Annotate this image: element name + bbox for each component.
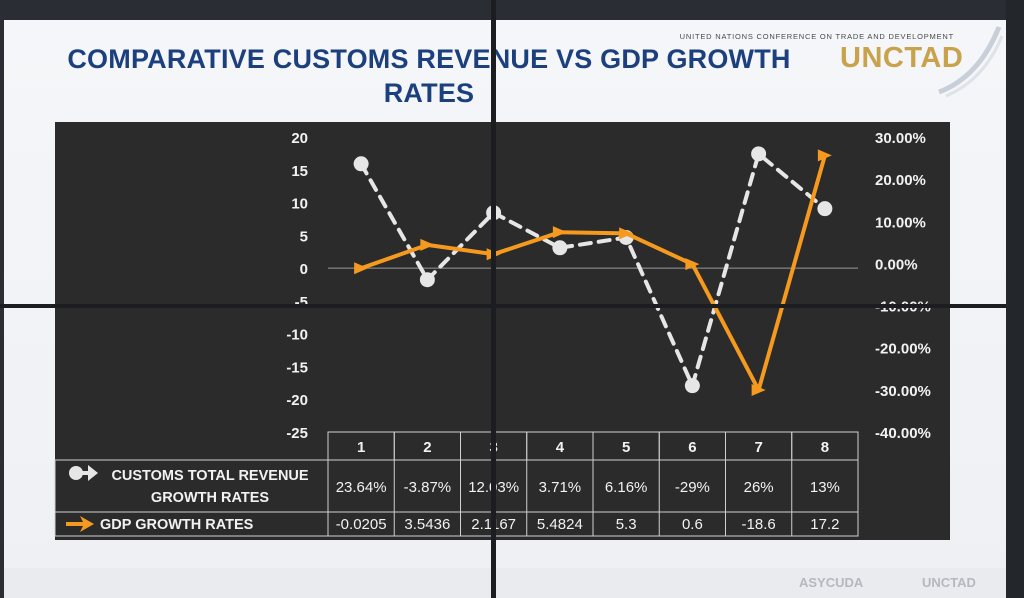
customs-value: -29%: [675, 479, 710, 496]
customs-legend-marker: [69, 466, 83, 480]
customs-series-name-line2: GROWTH RATES: [151, 490, 269, 506]
customs-point: [419, 272, 435, 288]
left-tick-label: 15: [291, 163, 308, 180]
customs-point: [751, 146, 767, 162]
category-label: 4: [556, 439, 565, 456]
customs-value: 23.64%: [336, 479, 387, 496]
customs-series-line: [359, 151, 827, 388]
category-label: 8: [821, 439, 829, 456]
plot-background: [55, 122, 950, 540]
category-label: 5: [622, 439, 630, 456]
gdp-legend-arrow: [80, 516, 94, 532]
customs-value: -3.87%: [404, 479, 452, 496]
right-tick-label: 0.00%: [875, 256, 918, 273]
gdp-point: [685, 258, 700, 271]
series-layer: [353, 146, 833, 397]
right-tick-label: 20.00%: [875, 172, 926, 189]
unctad-logo: UNCTAD: [840, 42, 964, 74]
gdp-value: 5.3: [616, 516, 637, 533]
gdp-value: 17.2: [810, 516, 839, 533]
left-tick-label: -25: [286, 425, 308, 442]
gdp-value: 5.4824: [537, 516, 583, 533]
gdp-value: -18.6: [742, 516, 776, 533]
screen-seam-horizontal: [0, 304, 1024, 308]
screen-right-bezel: [1006, 0, 1024, 598]
footer-bar: [4, 568, 1006, 598]
right-tick-label: 30.00%: [875, 130, 926, 147]
gdp-row: [54, 511, 859, 537]
customs-value: 3.71%: [539, 479, 582, 496]
right-tick-label: -40.00%: [875, 425, 931, 442]
left-tick-label: -10: [286, 327, 308, 344]
customs-point: [353, 156, 369, 172]
customs-value: 13%: [810, 479, 840, 496]
right-tick-label: -20.00%: [875, 341, 931, 358]
screen-top-bezel: [0, 0, 1024, 20]
screen-seam-vertical: [491, 0, 496, 598]
asycuda-logo: ASYCUDA: [799, 575, 864, 590]
left-tick-label: 5: [300, 228, 308, 245]
left-tick-label: -20: [286, 392, 308, 409]
gdp-value: -0.0205: [336, 516, 387, 533]
gdp-value: 0.6: [682, 516, 703, 533]
gdp-point: [420, 238, 435, 251]
customs-value: 6.16%: [605, 479, 648, 496]
right-tick-label: -30.00%: [875, 383, 931, 400]
left-tick-label: -15: [286, 359, 308, 376]
unctad-footer-logo: UNCTAD: [922, 575, 976, 590]
org-line: UNITED NATIONS CONFERENCE ON TRADE AND D…: [679, 32, 954, 41]
gdp-point: [817, 149, 832, 162]
left-tick-label: 0: [300, 261, 308, 278]
category-label: 2: [423, 439, 431, 456]
customs-point: [684, 378, 700, 394]
right-tick-label: 10.00%: [875, 214, 926, 231]
laurel-swoosh-icon: [938, 26, 1004, 98]
gdp-value: 3.5436: [404, 516, 450, 533]
left-tick-label: 20: [291, 130, 308, 147]
right-axis: 30.00%20.00%10.00%0.00%-10.00%-20.00%-30…: [875, 130, 931, 442]
category-label: 6: [688, 439, 696, 456]
left-tick-label: -5: [295, 294, 308, 311]
gdp-series-name: GDP GROWTH RATES: [100, 517, 254, 533]
left-tick-label: 10: [291, 196, 308, 213]
gdp-series-line: [359, 153, 827, 392]
customs-series-name-line1: CUSTOMS TOTAL REVENUE: [111, 468, 308, 484]
gdp-point: [619, 227, 634, 240]
category-label: 1: [357, 439, 365, 456]
customs-point: [552, 240, 568, 256]
customs-legend-arrow: [88, 465, 98, 481]
slide-title: COMPARATIVE CUSTOMS REVENUE VS GDP GROWT…: [67, 44, 791, 108]
gdp-point: [552, 226, 567, 239]
gdp-point: [751, 384, 766, 397]
gdp-point: [354, 262, 369, 275]
customs-value: 26%: [744, 479, 774, 496]
customs-point: [817, 201, 833, 217]
category-label: 7: [754, 439, 762, 456]
